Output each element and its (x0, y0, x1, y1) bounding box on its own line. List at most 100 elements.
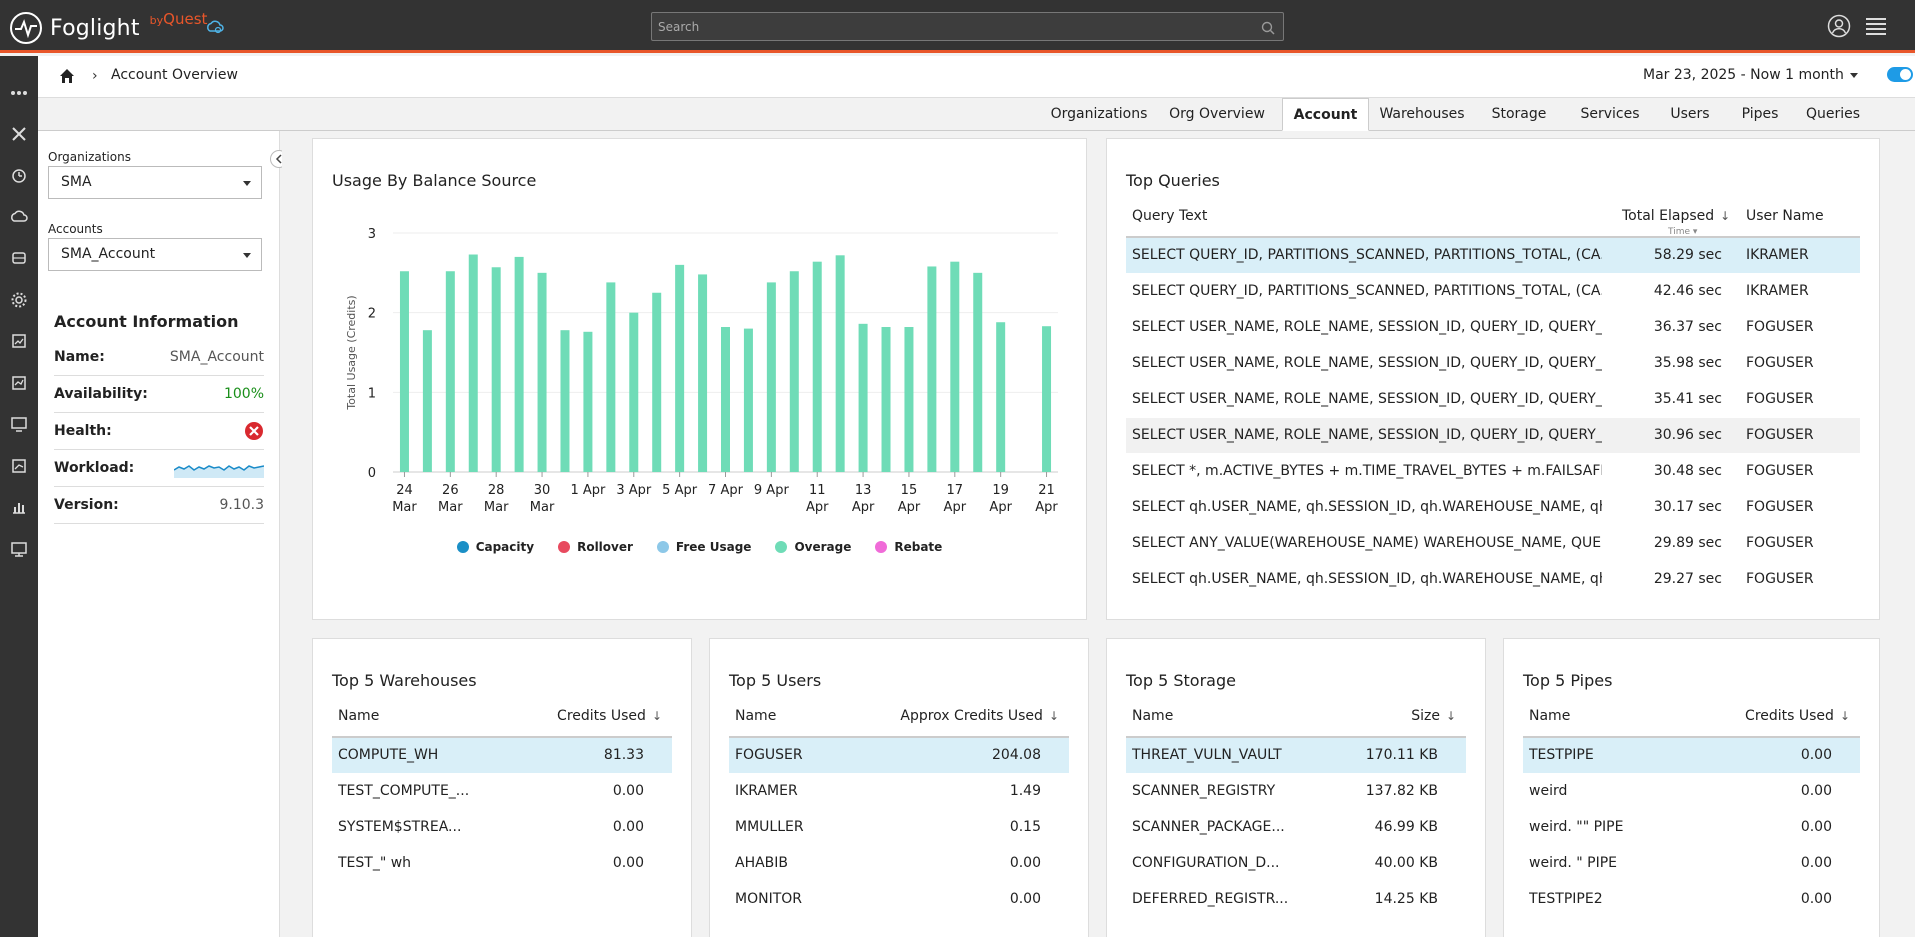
bar-overage[interactable] (812, 261, 822, 472)
table-row[interactable]: SCANNER_PACKAGE... 46.99 KB (1126, 810, 1466, 846)
tab-services[interactable]: Services (1580, 106, 1640, 122)
bar-overage[interactable] (422, 330, 432, 472)
bar-overage[interactable] (583, 331, 593, 472)
bar-overage[interactable] (973, 272, 983, 472)
bar-overage[interactable] (835, 255, 845, 472)
legend-item-rebate[interactable]: Rebate (875, 540, 942, 554)
tab-account[interactable]: Account (1282, 98, 1369, 131)
bar-overage[interactable] (743, 328, 753, 472)
monitor-icon[interactable] (7, 413, 31, 435)
col-name[interactable]: Name (735, 708, 777, 724)
table-row[interactable]: TEST_COMPUTE_... 0.00 (332, 774, 672, 810)
more-icon[interactable] (7, 82, 31, 104)
table-row[interactable]: SELECT qh.USER_NAME, qh.SESSION_ID, qh.W… (1126, 562, 1860, 598)
table-row[interactable]: CONFIGURATION_D... 40.00 KB (1126, 846, 1466, 882)
col-total-elapsed[interactable]: Total Elapsed ↓ (1622, 208, 1730, 224)
table-row[interactable]: AHABIB 0.00 (729, 846, 1069, 882)
table-row[interactable]: DEFERRED_REGISTR... 14.25 KB (1126, 882, 1466, 918)
table-row[interactable]: TESTPIPE 0.00 (1523, 738, 1860, 774)
settings-gear-icon[interactable] (7, 289, 31, 311)
table-row[interactable]: MONITOR 0.00 (729, 882, 1069, 918)
bar-overage[interactable] (950, 261, 960, 472)
tab-pipes[interactable]: Pipes (1741, 106, 1779, 122)
table-row[interactable]: weird 0.00 (1523, 774, 1860, 810)
user-profile-icon[interactable] (1827, 14, 1851, 38)
table-row[interactable]: SELECT qh.USER_NAME, qh.SESSION_ID, qh.W… (1126, 490, 1860, 526)
tab-users[interactable]: Users (1670, 106, 1710, 122)
table-row[interactable]: SELECT ANY_VALUE(WAREHOUSE_NAME) WAREHOU… (1126, 526, 1860, 562)
tools-icon[interactable] (7, 123, 31, 145)
tab-organizations[interactable]: Organizations (1050, 106, 1148, 122)
tab-queries[interactable]: Queries (1805, 106, 1861, 122)
table-row[interactable]: SELECT USER_NAME, ROLE_NAME, SESSION_ID,… (1126, 382, 1860, 418)
table-row[interactable]: FOGUSER 204.08 (729, 738, 1069, 774)
table-row[interactable]: weird. "" PIPE 0.00 (1523, 810, 1860, 846)
legend-item-free-usage[interactable]: Free Usage (656, 540, 751, 554)
col-credits-used[interactable]: Credits Used ↓ (557, 708, 662, 724)
bar-overage[interactable] (927, 266, 937, 472)
table-row[interactable]: SELECT QUERY_ID, PARTITIONS_SCANNED, PAR… (1126, 238, 1860, 274)
col-credits-used[interactable]: Credits Used ↓ (1745, 708, 1850, 724)
table-row[interactable]: SELECT USER_NAME, ROLE_NAME, SESSION_ID,… (1126, 346, 1860, 382)
legend-item-capacity[interactable]: Capacity (456, 540, 534, 554)
hamburger-menu-icon[interactable] (1864, 16, 1888, 36)
bar-overage[interactable] (560, 330, 570, 472)
tab-storage[interactable]: Storage (1491, 106, 1547, 122)
bar-overage[interactable] (514, 256, 524, 472)
col-elapsed-sub-label[interactable]: Time ▾ (1668, 227, 1698, 237)
health-error-icon[interactable] (244, 421, 264, 445)
table-row[interactable]: SCANNER_REGISTRY 137.82 KB (1126, 774, 1466, 810)
report-icon[interactable] (7, 330, 31, 352)
auto-refresh-toggle[interactable] (1887, 67, 1913, 82)
col-name[interactable]: Name (1529, 708, 1571, 724)
bar-chart-icon[interactable] (7, 496, 31, 518)
bar-overage[interactable] (537, 272, 547, 472)
bar-overage[interactable] (675, 264, 685, 472)
col-name[interactable]: Name (338, 708, 380, 724)
bar-overage[interactable] (629, 312, 639, 472)
cloud-nav-icon[interactable] (7, 206, 31, 228)
bar-overage[interactable] (606, 282, 616, 472)
col-approx-credits-used[interactable]: Approx Credits Used ↓ (900, 708, 1059, 724)
date-range-selector[interactable]: Mar 23, 2025 - Now 1 month (1643, 67, 1858, 83)
foglight-logo[interactable]: Foglight by Quest (10, 10, 207, 44)
table-row[interactable]: TESTPIPE2 0.00 (1523, 882, 1860, 918)
search-box[interactable] (651, 12, 1284, 41)
tab-warehouses[interactable]: Warehouses (1379, 106, 1465, 122)
table-row[interactable]: SELECT USER_NAME, ROLE_NAME, SESSION_ID,… (1126, 310, 1860, 346)
bar-overage[interactable] (789, 271, 799, 472)
table-row[interactable]: TEST_" wh 0.00 (332, 846, 672, 882)
table-row[interactable]: MMULLER 0.15 (729, 810, 1069, 846)
search-input[interactable] (652, 13, 1283, 40)
table-row[interactable]: IKRAMER 1.49 (729, 774, 1069, 810)
table-row[interactable]: weird. " PIPE 0.00 (1523, 846, 1860, 882)
table-row[interactable]: SELECT QUERY_ID, PARTITIONS_SCANNED, PAR… (1126, 274, 1860, 310)
cloud-icon[interactable] (206, 18, 224, 36)
bar-overage[interactable] (468, 254, 478, 472)
database-icon[interactable] (7, 247, 31, 269)
search-icon[interactable] (1261, 20, 1275, 35)
table-row[interactable]: COMPUTE_WH 81.33 (332, 738, 672, 774)
bar-overage[interactable] (996, 322, 1006, 472)
display-icon[interactable] (7, 538, 31, 560)
trend-report-icon[interactable] (7, 372, 31, 394)
organizations-select[interactable]: SMA (48, 166, 262, 199)
table-row[interactable]: THREAT_VULN_VAULT 170.11 KB (1126, 738, 1466, 774)
col-size[interactable]: Size ↓ (1411, 708, 1456, 724)
bar-overage[interactable] (698, 274, 708, 472)
col-name[interactable]: Name (1132, 708, 1174, 724)
col-query-text[interactable]: Query Text (1132, 208, 1208, 224)
bar-overage[interactable] (858, 323, 868, 472)
alarm-clock-icon[interactable] (7, 164, 31, 186)
bar-overage[interactable] (399, 271, 409, 472)
col-user-name[interactable]: User Name (1746, 208, 1824, 224)
table-row[interactable]: SELECT *, m.ACTIVE_BYTES + m.TIME_TRAVEL… (1126, 454, 1860, 490)
bar-overage[interactable] (766, 282, 776, 472)
bar-overage[interactable] (445, 271, 455, 472)
bar-overage[interactable] (491, 267, 501, 472)
tab-org-overview[interactable]: Org Overview (1169, 106, 1265, 122)
workload-sparkline[interactable] (173, 458, 265, 482)
bar-overage[interactable] (1042, 326, 1052, 472)
accounts-select[interactable]: SMA_Account (48, 238, 262, 271)
bar-overage[interactable] (904, 327, 914, 472)
